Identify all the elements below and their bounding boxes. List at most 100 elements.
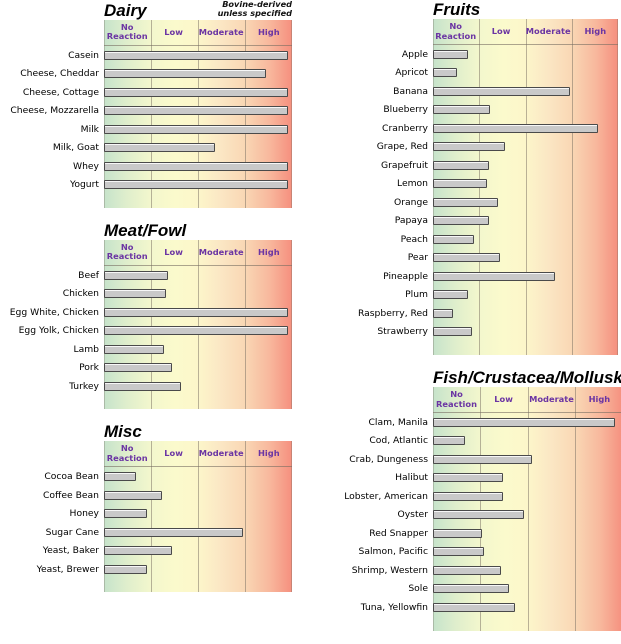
food-label: Grape, Red xyxy=(376,141,428,153)
food-label: Milk, Goat xyxy=(52,142,99,154)
reaction-bar xyxy=(433,491,504,501)
chart-row xyxy=(433,543,621,562)
food-label: Peach xyxy=(400,233,428,245)
food-label: Cheese, Mozzarella xyxy=(10,105,99,117)
food-label: Honey xyxy=(69,508,99,520)
chart-row xyxy=(104,46,292,65)
reaction-bar xyxy=(104,69,266,79)
reaction-bar xyxy=(433,197,498,207)
label-spacer xyxy=(0,441,104,467)
chart-row xyxy=(433,175,618,194)
reaction-level-header: Moderate xyxy=(198,448,244,459)
reaction-level-header: Low xyxy=(164,26,183,37)
chart-row xyxy=(433,193,618,212)
gridline xyxy=(245,239,246,410)
label-spacer xyxy=(0,240,104,266)
plot-area: No Reaction Low Moderate High xyxy=(433,19,618,355)
chart-row xyxy=(433,304,618,323)
category-labels: Beef Chicken Egg White, Chicken Egg Yolk, C… xyxy=(0,240,104,410)
panel-title-row: Meat/Fowl xyxy=(104,221,292,239)
label-spacer xyxy=(330,19,433,45)
category-labels: Cocoa Bean Coffee Bean Honey Sugar Cane Yeas… xyxy=(0,441,104,592)
left-column: Dairy Bovine-derived unless specified Casei… xyxy=(0,0,292,605)
reaction-bar xyxy=(433,123,598,133)
food-label: Milk xyxy=(80,123,99,135)
chart-row xyxy=(104,266,292,285)
food-label: Plum xyxy=(405,289,428,301)
food-label: Sole xyxy=(408,583,428,595)
chart-row xyxy=(104,83,292,102)
reaction-bar xyxy=(104,363,172,373)
reaction-bar xyxy=(433,160,489,170)
reaction-level-header-row: No Reaction Low Moderate High xyxy=(104,441,292,468)
reaction-bar xyxy=(104,527,244,537)
reaction-level-header: High xyxy=(257,26,280,37)
plot-area: No Reaction Low Moderate High xyxy=(104,239,292,410)
reaction-bar xyxy=(433,179,487,189)
reaction-level-header: High xyxy=(257,448,280,459)
chart-row xyxy=(433,156,618,175)
reaction-bar xyxy=(433,290,469,300)
chart-row xyxy=(433,138,618,157)
reaction-bar xyxy=(104,143,215,153)
chart-row xyxy=(433,469,621,488)
food-label: Cod, Atlantic xyxy=(369,435,428,447)
gridline xyxy=(104,239,105,410)
gridline xyxy=(245,441,246,593)
chart-row xyxy=(433,101,618,120)
reaction-level-header: Low xyxy=(164,246,183,257)
chart-row xyxy=(433,249,618,268)
plot-area: No Reaction Low Moderate High xyxy=(104,441,292,593)
reaction-bar xyxy=(433,473,504,483)
chart-row xyxy=(104,303,292,322)
food-label: Chicken xyxy=(62,288,99,300)
reaction-bar xyxy=(433,417,616,427)
gridline xyxy=(480,387,482,631)
food-label: Oyster xyxy=(397,509,429,521)
food-label: Lemon xyxy=(396,178,428,190)
chart-row xyxy=(433,212,618,231)
chart-row xyxy=(433,64,618,83)
chart-row xyxy=(433,524,621,543)
reaction-bar xyxy=(104,564,148,574)
reaction-bar xyxy=(104,490,163,500)
reaction-bar xyxy=(104,344,165,354)
chart-row xyxy=(433,450,621,469)
chart-row xyxy=(104,157,292,176)
chart-row xyxy=(433,487,621,506)
right-column: Fruits Apple Apricot Banana Blueberry Cranber… xyxy=(330,0,621,644)
reaction-level-header: Moderate xyxy=(529,393,574,404)
food-label: Lamb xyxy=(73,343,99,355)
reaction-level-header-row: No Reaction Low Moderate High xyxy=(433,387,621,413)
reaction-level-header: High xyxy=(588,393,611,404)
panel-title: Dairy xyxy=(104,0,147,20)
gridline xyxy=(151,441,152,593)
food-label: Pear xyxy=(407,252,428,264)
panel-title: Misc xyxy=(104,422,142,442)
reaction-level-header: Moderate xyxy=(198,246,244,257)
chart-row xyxy=(433,432,621,451)
food-label: Shrimp, Western xyxy=(351,564,428,576)
reaction-level-header: High xyxy=(257,246,280,257)
plot-area: No Reaction Low Moderate High xyxy=(104,19,292,208)
reaction-bar xyxy=(433,253,500,263)
reaction-bar xyxy=(104,87,289,97)
chart-row xyxy=(433,119,618,138)
chart-row xyxy=(433,267,618,286)
food-label: Apple xyxy=(401,48,428,60)
food-label: Cranberry xyxy=(382,122,428,134)
reaction-bar xyxy=(433,510,525,520)
panel-meat-fowl: Meat/Fowl Beef Chicken Egg White, Chicken Eg… xyxy=(0,221,292,410)
chart-row xyxy=(433,286,618,305)
chart-row xyxy=(433,506,621,525)
reaction-bar xyxy=(104,180,289,190)
reaction-level-header: Moderate xyxy=(525,25,571,36)
reaction-bar xyxy=(433,234,474,244)
panel-dairy: Dairy Bovine-derived unless specified Casei… xyxy=(0,0,292,208)
food-label: Pineapple xyxy=(383,270,428,282)
reaction-bar xyxy=(104,289,167,299)
food-label: Grapefruit xyxy=(380,159,428,171)
reaction-bar xyxy=(104,124,289,134)
reaction-level-header: Low xyxy=(494,393,513,404)
reaction-bar xyxy=(433,584,509,594)
